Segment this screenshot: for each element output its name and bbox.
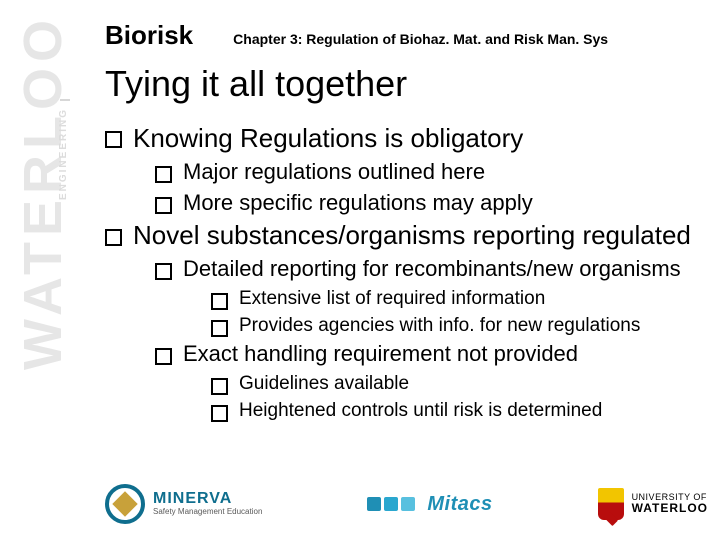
- bullet-lvl3: Heightened controls until risk is determ…: [211, 399, 708, 422]
- content-region: Biorisk Chapter 3: Regulation of Biohaz.…: [105, 20, 708, 468]
- bullet-lvl2: Major regulations outlined here: [155, 159, 708, 186]
- bullet-lvl3: Extensive list of required information: [211, 287, 708, 310]
- logo-row: MINERVA Safety Management Education Mita…: [105, 478, 708, 530]
- minerva-text: MINERVA Safety Management Education: [153, 491, 262, 517]
- header-row: Biorisk Chapter 3: Regulation of Biohaz.…: [105, 20, 708, 51]
- bullet-list: Knowing Regulations is obligatory Major …: [105, 123, 708, 422]
- bullet-text: More specific regulations may apply: [183, 190, 533, 215]
- uwaterloo-logo: UNIVERSITY OF WATERLOO: [598, 488, 708, 520]
- minerva-name: MINERVA: [153, 491, 262, 507]
- bullet-text: Major regulations outlined here: [183, 159, 485, 184]
- bullet-text: Exact handling requirement not provided: [183, 341, 578, 366]
- rail-faculty-name: ENGINEERING: [58, 108, 69, 200]
- minerva-mark-icon: [105, 484, 145, 524]
- bullet-lvl3: Provides agencies with info. for new reg…: [211, 314, 708, 337]
- left-rail: WATERLOO: [8, 14, 78, 534]
- bullet-lvl2: Exact handling requirement not provided …: [155, 341, 708, 422]
- uw-text: UNIVERSITY OF WATERLOO: [632, 493, 708, 515]
- minerva-tagline: Safety Management Education: [153, 507, 262, 517]
- bullet-lvl1: Knowing Regulations is obligatory Major …: [105, 123, 708, 216]
- slide-title: Tying it all together: [105, 63, 708, 105]
- course-brand: Biorisk: [105, 20, 193, 51]
- minerva-logo: MINERVA Safety Management Education: [105, 484, 262, 524]
- mitacs-name: Mitacs: [427, 493, 492, 516]
- bullet-text: Knowing Regulations is obligatory: [133, 123, 523, 153]
- bullet-lvl3: Guidelines available: [211, 372, 708, 395]
- bullet-text: Heightened controls until risk is determ…: [239, 400, 602, 421]
- slide: WATERLOO ENGINEERING Biorisk Chapter 3: …: [0, 0, 720, 540]
- bullet-lvl1: Novel substances/organisms reporting reg…: [105, 220, 708, 422]
- bullet-text: Guidelines available: [239, 373, 409, 394]
- uw-shield-icon: [598, 488, 624, 520]
- bullet-lvl2: Detailed reporting for recombinants/new …: [155, 256, 708, 337]
- rail-separator: [60, 99, 70, 101]
- chapter-label: Chapter 3: Regulation of Biohaz. Mat. an…: [233, 31, 608, 47]
- bullet-text: Extensive list of required information: [239, 288, 545, 309]
- mitacs-logo: Mitacs: [367, 493, 492, 516]
- uw-bottom: WATERLOO: [632, 502, 708, 515]
- bullet-lvl2: More specific regulations may apply: [155, 190, 708, 217]
- mitacs-mark-icon: [367, 497, 415, 511]
- bullet-text: Provides agencies with info. for new reg…: [239, 315, 640, 336]
- bullet-text: Detailed reporting for recombinants/new …: [183, 256, 681, 281]
- bullet-text: Novel substances/organisms reporting reg…: [133, 220, 691, 250]
